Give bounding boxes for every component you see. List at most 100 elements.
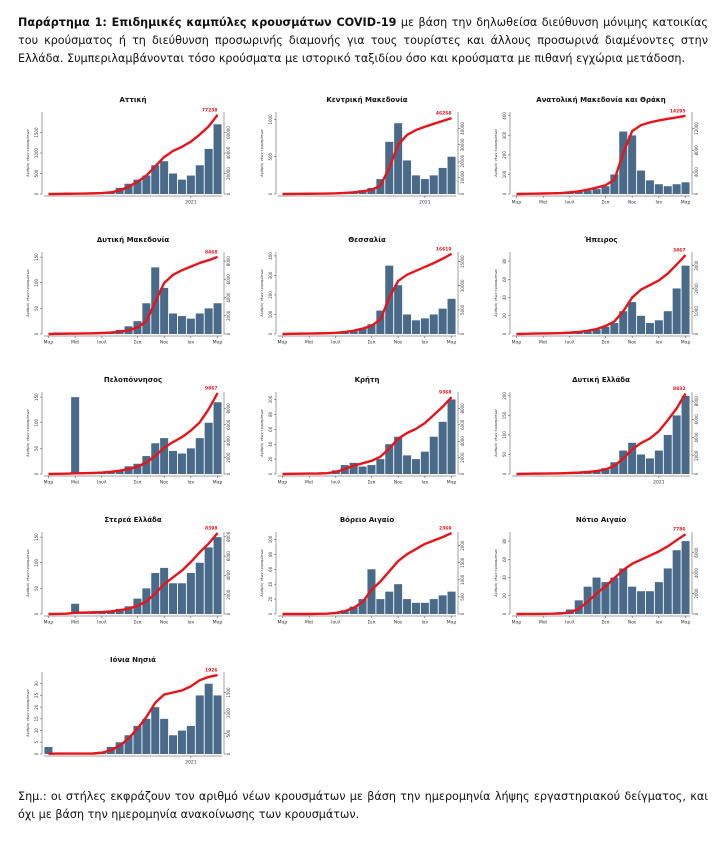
x-tick-label: Μαρ <box>512 340 522 346</box>
bar <box>151 707 160 754</box>
y2-tick-label: 6000 <box>694 547 699 558</box>
y-tick-label: 300 <box>502 131 507 139</box>
bar <box>151 443 160 474</box>
y2-tick-label: 0 <box>694 612 699 615</box>
bar <box>619 131 628 194</box>
y-tick-label: 5 <box>34 741 39 744</box>
y-axis-label: Αριθμός νέων κρουσμάτων <box>494 269 498 317</box>
y2-tick-label: 6000 <box>226 551 231 562</box>
y-axis-label: Αριθμός νέων κρουσμάτων <box>494 409 498 457</box>
bar <box>583 331 592 334</box>
bar <box>663 186 672 194</box>
bar <box>195 562 204 614</box>
bar <box>592 329 601 334</box>
y-axis-label: Αριθμός νέων κρουσμάτων <box>494 549 498 597</box>
x-tick-label: Σεπ <box>133 480 141 486</box>
bar <box>71 603 80 614</box>
bar <box>672 288 681 334</box>
x-tick-label: Μαρ <box>278 620 288 626</box>
bar <box>420 602 429 614</box>
bar <box>403 599 412 614</box>
y-tick-label: 20 <box>268 596 273 602</box>
bar <box>619 450 628 474</box>
bar <box>619 568 628 614</box>
header-text: με βάση την δηλωθείσα διεύθυνση μόνιμης … <box>18 16 708 65</box>
bar <box>645 323 654 334</box>
bar <box>672 550 681 614</box>
bar <box>204 308 213 334</box>
bar <box>403 455 412 474</box>
x-tick-label: 2021 <box>185 760 197 766</box>
y-tick-label: 0 <box>34 192 39 195</box>
y2-tick-label: 20000 <box>226 167 231 180</box>
y2-tick-label: 0 <box>226 332 231 335</box>
x-tick-label: Σεπ <box>133 620 141 626</box>
x-tick-label: Μαϊ <box>539 340 548 346</box>
bar <box>204 683 213 754</box>
y-tick-label: 0 <box>268 612 273 615</box>
y-tick-label: 20 <box>502 593 507 599</box>
chart-title: Δυτική Μακεδονία <box>97 236 169 244</box>
y-tick-label: 150 <box>34 533 39 541</box>
bar <box>195 313 204 334</box>
chart-title: Αττική <box>119 96 146 104</box>
bar <box>160 161 169 194</box>
bar <box>204 547 213 614</box>
x-tick-label: Μαϊ <box>71 340 80 346</box>
y2-tick-label: 2000 <box>226 452 231 463</box>
x-tick-label: Ιαν <box>421 340 428 346</box>
bar <box>169 173 178 194</box>
bar <box>376 599 385 614</box>
bar <box>574 600 583 614</box>
y-tick-label: 1500 <box>34 127 39 138</box>
y-tick-label: 40 <box>502 295 507 301</box>
y2-tick-label: 60000 <box>226 126 231 139</box>
chart-title: Δυτική Ελλάδα <box>572 376 630 384</box>
chart-title: Θεσσαλία <box>348 236 386 244</box>
x-tick-label: Μαρ <box>447 480 457 486</box>
x-tick-label: Ιουλ <box>97 340 107 346</box>
total-label: 16619 <box>436 246 452 252</box>
x-tick-label: Μαρ <box>681 200 691 206</box>
y2-tick-label: 6000 <box>694 414 699 425</box>
cumulative-line <box>48 532 219 616</box>
bar <box>177 316 186 334</box>
bar <box>645 591 654 614</box>
bar <box>447 399 456 474</box>
bar <box>124 183 133 194</box>
bar <box>385 591 394 614</box>
bar <box>151 165 160 194</box>
y2-tick-label: 4000 <box>226 292 231 303</box>
bar <box>429 436 438 474</box>
x-tick-label: Νοε <box>394 340 403 346</box>
y2-tick-label: 0 <box>226 752 231 755</box>
y2-tick-label: 10000 <box>460 171 465 184</box>
bar <box>628 302 637 334</box>
bar <box>429 175 438 194</box>
cumulative-line <box>516 533 687 616</box>
y-tick-label: 100 <box>268 535 273 543</box>
bar <box>429 599 438 614</box>
x-tick-label: Σεπ <box>367 340 375 346</box>
y-tick-label: 40 <box>268 441 273 447</box>
bar <box>619 311 628 334</box>
x-tick-label: Μαρ <box>44 340 54 346</box>
x-tick-label: Ιουλ <box>331 340 341 346</box>
y2-tick-label: 0 <box>694 192 699 195</box>
y-axis-label: Αριθμός νέων κρουσμάτων <box>260 409 264 457</box>
bar <box>601 186 610 194</box>
bar <box>601 468 610 474</box>
x-tick-label: Μαρ <box>213 620 223 626</box>
bar <box>654 320 663 334</box>
chart-title: Νότιο Αιγαίο <box>576 516 627 524</box>
y-axis-label: Αριθμός νέων κρουσμάτων <box>260 549 264 597</box>
y2-tick-label: 8000 <box>694 145 699 156</box>
bar <box>411 320 420 334</box>
y-tick-label: 60 <box>502 556 507 562</box>
bar <box>169 583 178 614</box>
bar <box>349 330 358 334</box>
y2-tick-label: 8000 <box>460 403 465 414</box>
total-label: 8832 <box>673 386 686 392</box>
bar <box>403 160 412 194</box>
note: Σημ.: οι στήλες εκφράζουν τον αριθμό νέω… <box>18 790 708 821</box>
